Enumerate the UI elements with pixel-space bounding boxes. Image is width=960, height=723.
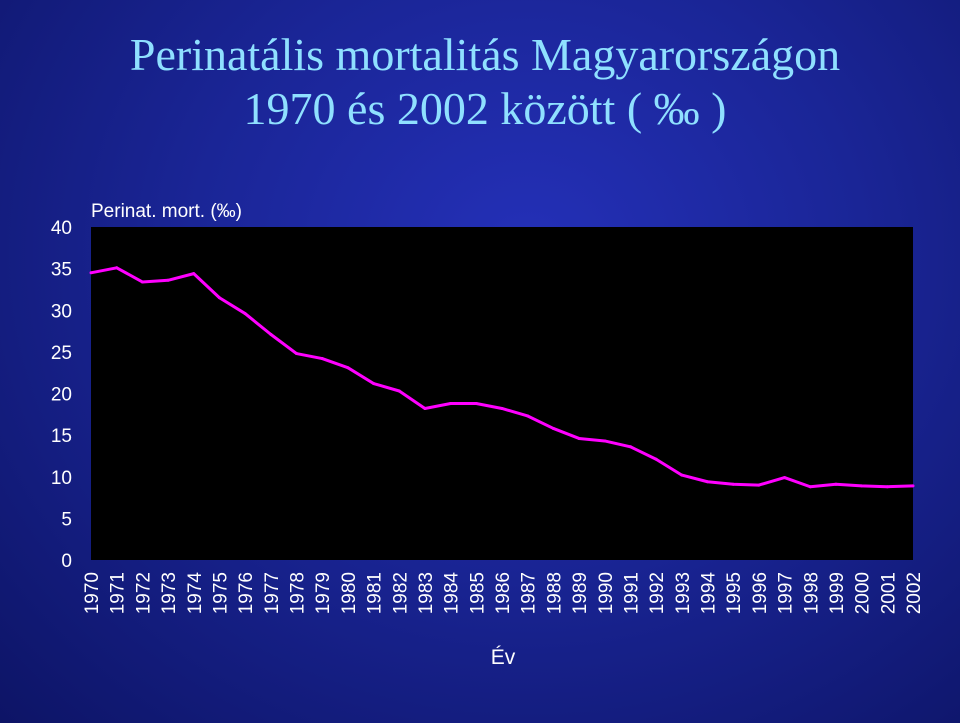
x-tick-label: 2001 [878,572,899,614]
x-tick-label: 1973 [159,572,180,614]
data-point [551,426,555,430]
y-tick-label: 10 [51,468,72,489]
data-point [269,332,273,336]
x-tick-label: 1991 [621,572,642,614]
x-tick-label: 2002 [904,572,925,614]
data-point [397,389,401,393]
data-point [192,272,196,276]
data-point [320,357,324,361]
data-point [217,296,221,300]
data-point [449,401,453,405]
data-point [372,382,376,386]
data-point [140,280,144,284]
y-tick-label: 20 [51,385,72,406]
x-tick-label: 1994 [699,572,720,615]
x-tick-label: 1970 [82,572,103,614]
x-tick-label: 1983 [416,572,437,614]
data-point [680,473,684,477]
data-point [423,406,427,410]
data-point [885,485,889,489]
x-tick-label: 1972 [133,572,154,614]
x-tick-label: 1986 [493,572,514,614]
data-point [577,436,581,440]
data-point [295,352,298,356]
y-tick-label: 35 [51,260,72,281]
data-point [115,266,119,270]
x-tick-label: 1997 [776,572,797,614]
x-tick-label: 1979 [313,572,334,614]
y-tick-label: 0 [61,551,72,572]
data-point [757,483,761,487]
x-tick-label: 1974 [185,572,206,615]
x-tick-label: 1989 [570,572,591,614]
x-tick-label: 1978 [288,572,309,614]
y-axis-ticks: 0 5 10 15 20 25 30 35 40 [51,218,72,572]
data-point [628,445,632,449]
y-tick-label: 30 [51,301,72,322]
x-tick-label: 1998 [801,572,822,614]
x-axis-label: Év [491,646,516,669]
data-point [783,476,787,480]
x-tick-label: 1999 [827,572,848,614]
x-tick-label: 1985 [467,572,488,614]
x-tick-label: 1982 [390,572,411,614]
x-tick-label: 1993 [673,572,694,614]
x-tick-label: 1987 [519,572,540,614]
x-axis-ticks: 1970 1971 1972 1973 1974 1975 1976 1977 1978 1979… [82,572,925,615]
y-tick-label: 40 [51,218,72,239]
data-point [166,278,170,282]
x-tick-label: 1988 [544,572,565,614]
x-tick-label: 1996 [750,572,771,614]
chart-title: Perinatális mortalitás Magyarországon 19… [0,28,960,136]
data-point [808,485,812,489]
data-point [89,271,93,275]
chart-title-line2: 1970 és 2002 között ( ‰ ) [243,83,727,134]
data-point [346,366,350,370]
x-tick-label: 1984 [442,572,463,615]
data-point [834,482,838,486]
y-tick-label: 25 [51,343,72,364]
y-tick-label: 15 [51,426,72,447]
data-point [706,480,709,484]
data-point [654,457,658,461]
data-point [474,401,478,405]
y-tick-label: 5 [61,509,72,530]
x-tick-label: 1981 [365,572,386,614]
x-tick-label: 2000 [853,572,874,614]
x-tick-label: 1995 [724,572,745,614]
x-tick-label: 1990 [596,572,617,614]
chart-title-line1: Perinatális mortalitás Magyarországon [129,29,841,80]
x-tick-label: 1992 [647,572,668,614]
data-point [500,406,504,410]
data-point [731,482,735,486]
series-label: Perinat. mort. (‰) [91,201,242,222]
x-tick-label: 1975 [210,572,231,614]
series-group [89,266,915,489]
x-tick-label: 1980 [339,572,360,614]
data-point [860,484,864,488]
data-point [603,439,607,443]
x-tick-label: 1977 [262,572,283,614]
data-point [243,312,247,316]
x-tick-label: 1976 [236,572,257,614]
data-point [911,484,915,488]
data-point [526,414,530,418]
x-tick-label: 1971 [108,572,129,614]
plot-area [91,227,913,560]
